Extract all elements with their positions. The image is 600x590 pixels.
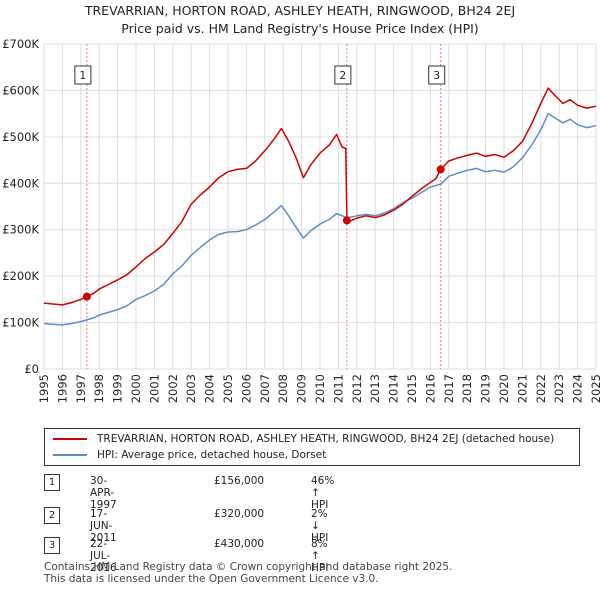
legend-label-hpi: HPI: Average price, detached house, Dors…	[97, 449, 327, 461]
x-tick-label: 2002	[166, 374, 180, 403]
legend: TREVARRIAN, HORTON ROAD, ASHLEY HEATH, R…	[44, 428, 580, 466]
footer-copyright: Contains HM Land Registry data © Crown c…	[44, 561, 453, 573]
x-tick-label: 2019	[479, 374, 493, 403]
x-tick-label: 2024	[571, 374, 585, 403]
x-tick-label: 2014	[387, 374, 401, 403]
y-tick-label: £500K	[2, 130, 39, 144]
transaction-price: £430,000	[214, 538, 265, 550]
series-lines	[43, 87, 597, 326]
transaction-label: 1	[80, 70, 87, 82]
x-tick-label: 2016	[423, 374, 437, 403]
transaction-point	[342, 216, 351, 225]
x-tick-label: 2021	[515, 374, 529, 403]
chart-subtitle: Price paid vs. HM Land Registry's House …	[121, 21, 479, 36]
transaction-hpi: 46% ↑ HPI	[311, 475, 335, 511]
x-tick-label: 2008	[276, 374, 290, 403]
transaction-date: 30-APR-1997	[90, 475, 117, 511]
transaction-hpi: 8% ↑ HPI	[311, 538, 329, 574]
legend-swatch-blue	[53, 454, 87, 456]
hpi-line	[43, 112, 597, 326]
transaction-label-box	[428, 65, 446, 85]
transaction-point	[436, 165, 445, 174]
x-tick-label: 2022	[534, 374, 548, 403]
x-tick-label: 2020	[497, 374, 511, 403]
x-tick-label: 2003	[184, 374, 198, 403]
y-tick-label: £400K	[2, 176, 39, 190]
y-tick-label: £300K	[2, 223, 39, 237]
x-tick-label: 2006	[239, 374, 253, 403]
chart-title: TREVARRIAN, HORTON ROAD, ASHLEY HEATH, R…	[84, 3, 516, 18]
legend-swatch-red	[53, 438, 87, 440]
transaction-number: 1	[44, 474, 60, 491]
x-tick-label: 2013	[368, 374, 382, 403]
transaction-label: 3	[433, 70, 440, 82]
x-tick-label: 2023	[552, 374, 566, 403]
transaction-point	[82, 292, 91, 301]
transaction-price: £320,000	[214, 508, 265, 520]
transaction-hpi: 2% ↓ HPI	[311, 508, 329, 544]
y-tick-label: £200K	[2, 269, 39, 283]
x-tick-label: 2007	[258, 374, 272, 403]
x-tick-label: 1999	[111, 374, 125, 403]
x-tick-label: 1996	[55, 374, 69, 403]
transaction-number: 3	[44, 537, 60, 554]
x-axis-ticks: 1995 1996 1997 1998 1999 2000 2001 2002 2003 2004…	[37, 374, 600, 403]
transaction-price: £156,000	[214, 475, 265, 487]
x-tick-label: 2012	[350, 374, 364, 403]
x-tick-label: 2017	[442, 374, 456, 403]
x-tick-label: 2011	[331, 374, 345, 403]
y-tick-label: £100K	[2, 316, 39, 330]
transaction-label-box	[334, 65, 352, 85]
y-tick-label: £700K	[2, 37, 39, 51]
x-tick-label: 2010	[313, 374, 327, 403]
y-tick-label: £0	[24, 362, 39, 376]
y-axis-ticks: £0 £100K £200K £300K £400K £500K £600K £700K	[2, 37, 39, 376]
x-tick-label: 2000	[129, 374, 143, 403]
transaction-date: 22-JUL-2016	[90, 538, 117, 574]
x-tick-label: 1995	[37, 374, 51, 403]
x-tick-label: 2009	[295, 374, 309, 403]
transaction-label: 2	[340, 70, 347, 82]
transaction-number: 2	[44, 507, 60, 524]
transaction-points	[82, 165, 445, 301]
legend-item-property: TREVARRIAN, HORTON ROAD, ASHLEY HEATH, R…	[53, 431, 554, 447]
x-tick-label: 1998	[92, 374, 106, 403]
transaction-date: 17-JUN-2011	[90, 508, 117, 544]
x-tick-label: 2018	[460, 374, 474, 403]
x-tick-label: 2005	[221, 374, 235, 403]
x-tick-label: 1997	[74, 374, 88, 403]
legend-label-property: TREVARRIAN, HORTON ROAD, ASHLEY HEATH, R…	[97, 433, 555, 445]
property-price-line	[43, 87, 597, 306]
y-tick-label: £600K	[2, 83, 39, 97]
x-tick-label: 2004	[203, 374, 217, 403]
legend-item-hpi: HPI: Average price, detached house, Dors…	[53, 447, 326, 463]
price-chart: 1 2 3 £0 £100K £200K £300K £400K £500K £600K £700…	[2, 37, 600, 403]
x-tick-label: 2001	[147, 374, 161, 403]
x-tick-label: 2025	[589, 374, 600, 403]
transaction-label-box	[74, 65, 92, 85]
grid	[43, 43, 597, 370]
transaction-labels: 1 2 3	[74, 65, 446, 85]
footer-license: This data is licensed under the Open Gov…	[44, 573, 379, 585]
x-tick-label: 2015	[405, 374, 419, 403]
